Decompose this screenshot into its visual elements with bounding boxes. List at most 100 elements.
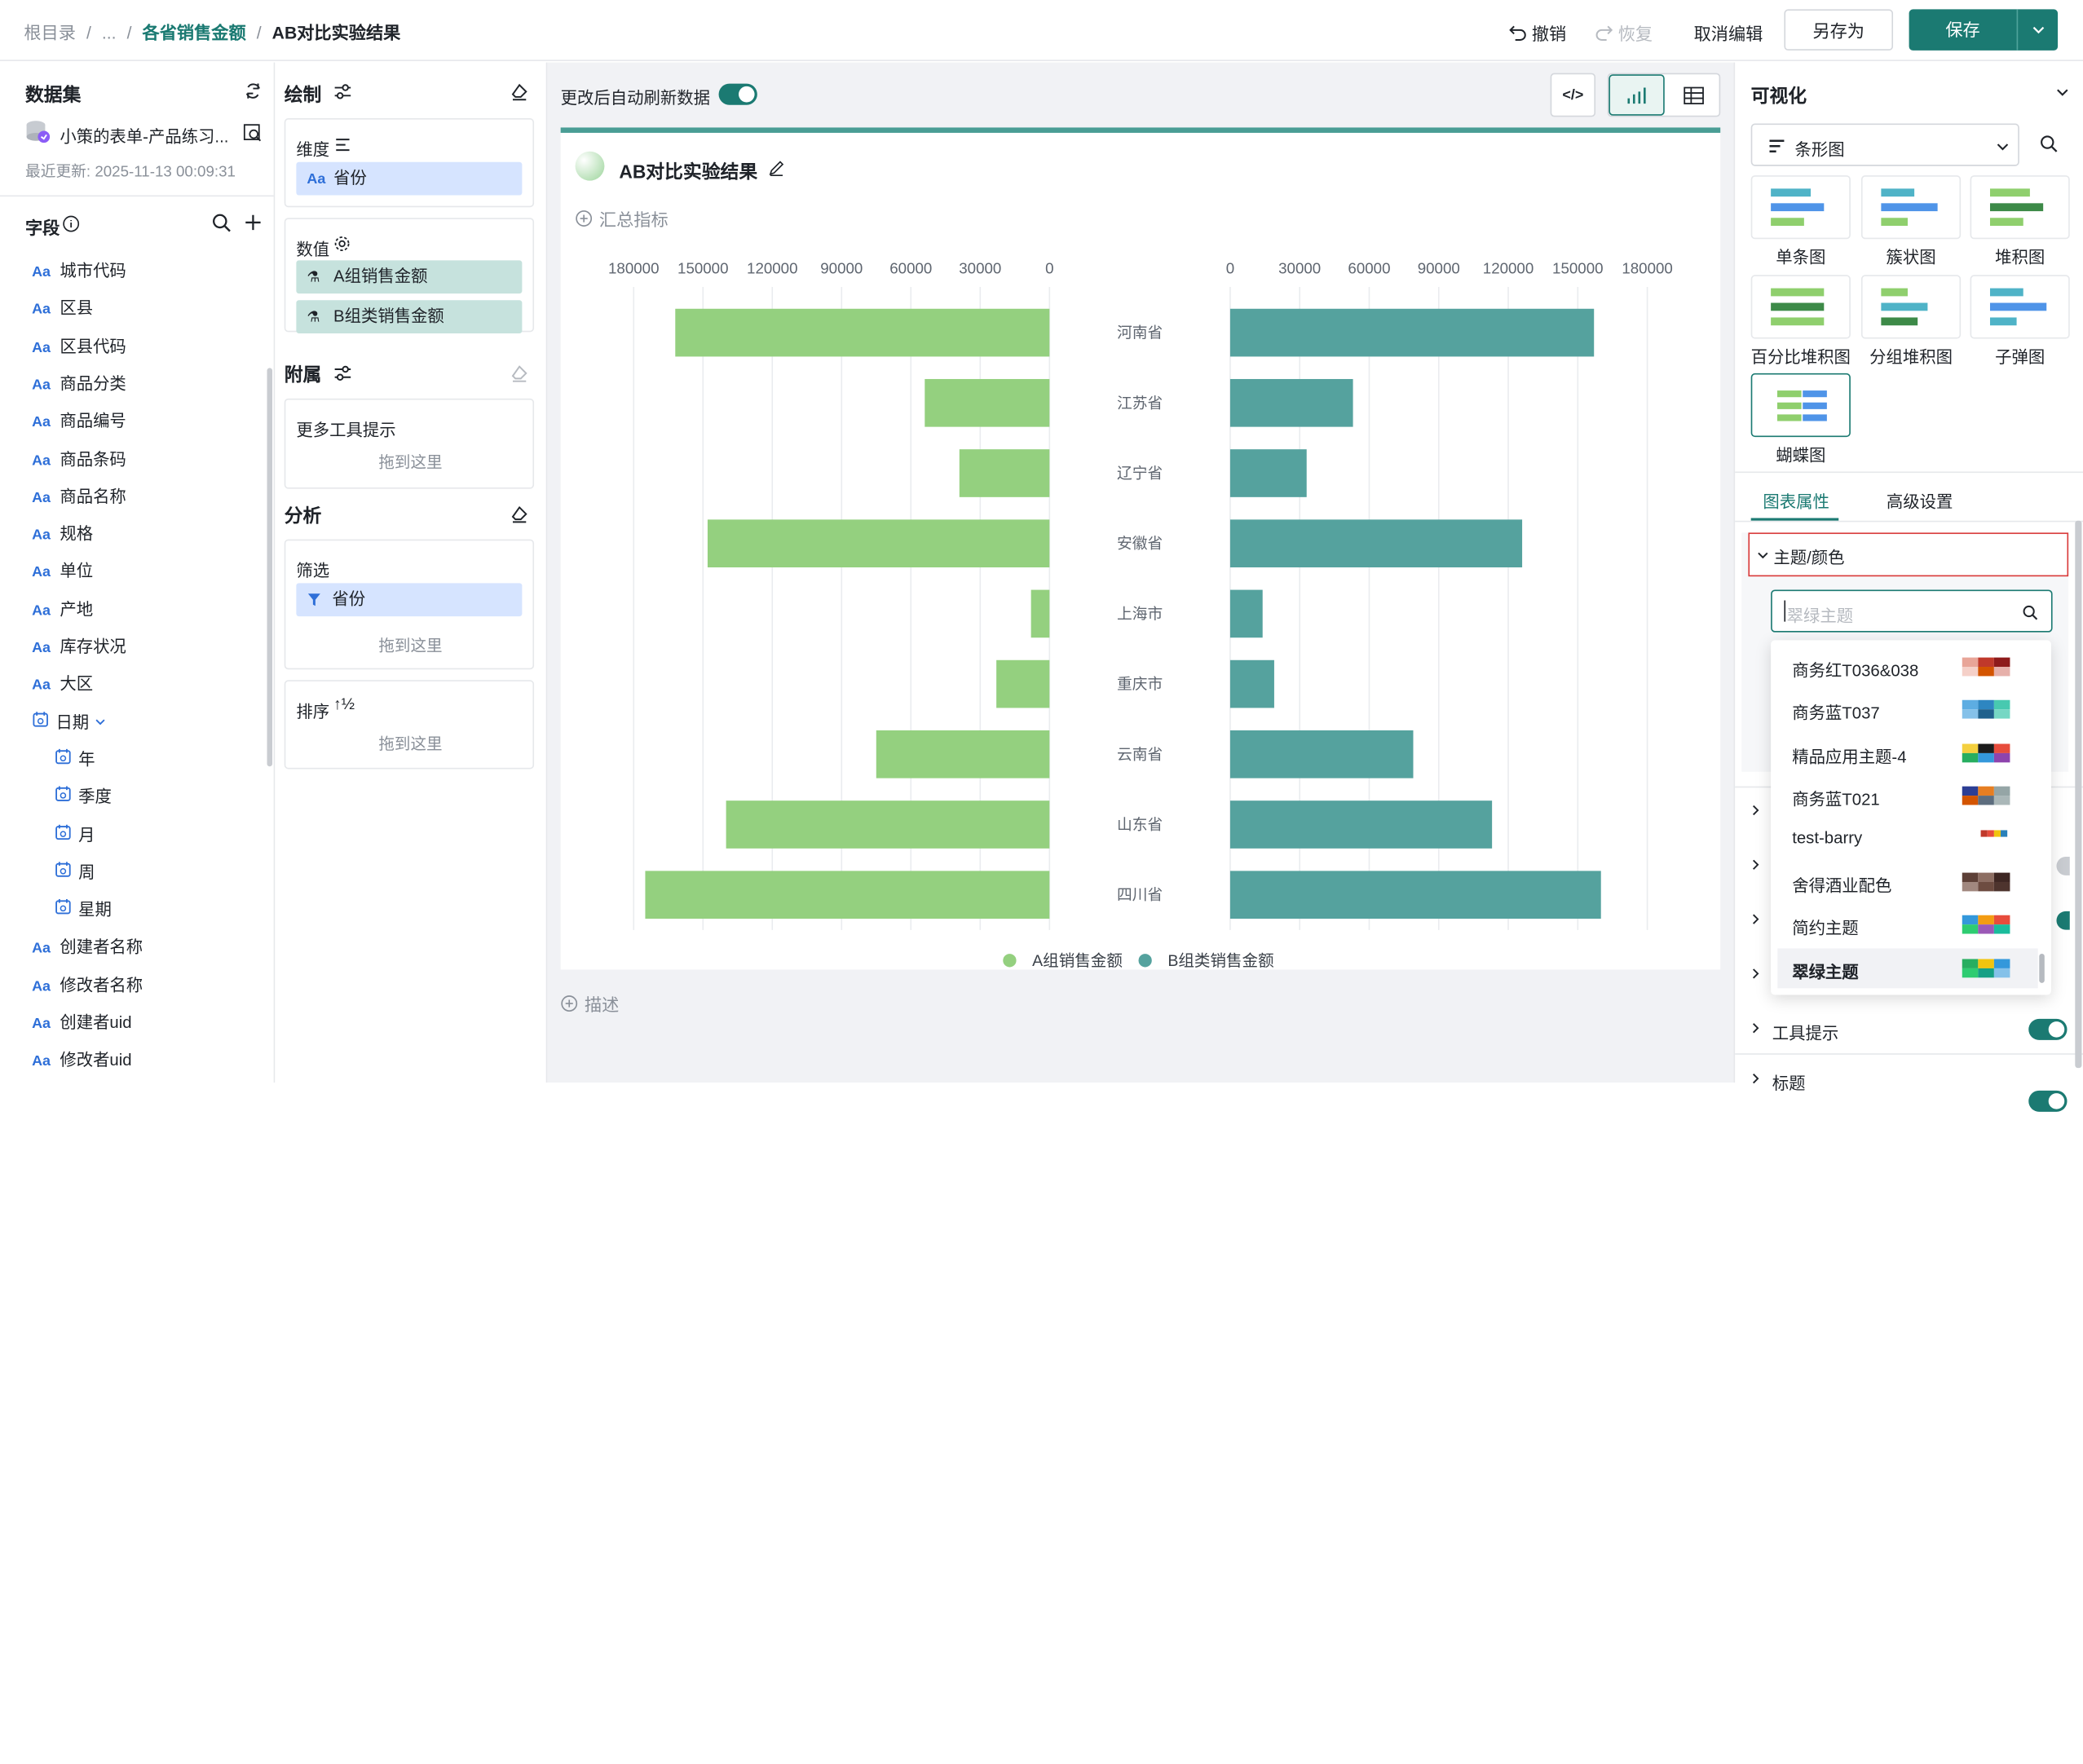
theme-option[interactable]: 简约主题: [1777, 905, 2037, 945]
bar-series-b[interactable]: [1229, 519, 1523, 568]
chart-thumb-3[interactable]: [1970, 175, 2070, 240]
field-item[interactable]: Aa 商品名称: [32, 482, 126, 507]
field-item[interactable]: Aa 规格: [32, 519, 93, 545]
dimension-pill[interactable]: Aa 省份: [296, 161, 523, 196]
bar-series-b[interactable]: [1229, 871, 1601, 919]
date-field-item[interactable]: 周: [55, 858, 95, 883]
legend-label-a[interactable]: A组销售金额: [1032, 952, 1123, 970]
bar-series-a[interactable]: [996, 659, 1050, 708]
theme-option[interactable]: test-barry: [1777, 819, 2037, 859]
field-item[interactable]: Aa 产地: [32, 595, 93, 620]
theme-option[interactable]: 商务蓝T021: [1777, 776, 2037, 816]
measure-pill-a[interactable]: ⚗ A组销售金额: [296, 260, 523, 294]
theme-option[interactable]: 翠绿主题: [1777, 948, 2038, 989]
dimension-well[interactable]: 维度 Aa 省份: [284, 118, 535, 208]
bar-series-b[interactable]: [1229, 659, 1274, 708]
bar-series-b[interactable]: [1229, 308, 1595, 357]
settings-sliders-icon[interactable]: [333, 365, 352, 381]
section-theme-color[interactable]: 主题/颜色: [1748, 532, 2069, 577]
add-description-button[interactable]: 描述: [561, 991, 619, 1017]
table-view-button[interactable]: [1666, 74, 1720, 116]
tooltip-toggle[interactable]: [2028, 1018, 2068, 1040]
save-button[interactable]: 保存: [1945, 20, 1980, 40]
theme-option[interactable]: 商务红T036&038: [1777, 647, 2037, 687]
field-item[interactable]: Aa 商品条码: [32, 444, 126, 470]
chevron-right-icon[interactable]: [1750, 1021, 1762, 1034]
date-field-item[interactable]: 日期: [32, 708, 105, 733]
filter-well[interactable]: 筛选 省份 拖到这里: [284, 539, 535, 670]
date-field-item[interactable]: 年: [55, 745, 95, 770]
chart-view-button[interactable]: [1609, 74, 1665, 116]
title-toggle[interactable]: [2028, 1090, 2068, 1112]
date-field-item[interactable]: 月: [55, 820, 95, 845]
chart-title[interactable]: AB对比实验结果: [619, 161, 758, 183]
toggle-partial[interactable]: [2056, 857, 2070, 875]
field-item[interactable]: Aa 商品分类: [32, 369, 126, 395]
field-item[interactable]: Aa 大区: [32, 670, 93, 695]
refresh-icon[interactable]: [243, 81, 263, 100]
breadcrumb-ellipsis[interactable]: ...: [101, 22, 117, 43]
bar-series-a[interactable]: [925, 378, 1050, 427]
date-field-item[interactable]: 星期: [55, 895, 112, 920]
field-item[interactable]: Aa 修改者uid: [32, 1046, 132, 1071]
summary-metric-button[interactable]: 汇总指标: [576, 206, 669, 232]
date-field-item[interactable]: 季度: [55, 783, 112, 808]
chevron-right-icon[interactable]: [1750, 967, 1762, 980]
field-item[interactable]: Aa 单位: [32, 557, 93, 582]
sort-well[interactable]: 排序 ↑½ 拖到这里: [284, 680, 535, 770]
tab-advanced-settings[interactable]: 高级设置: [1886, 492, 1953, 512]
chart-type-select[interactable]: 条形图: [1750, 123, 2019, 166]
field-item[interactable]: Aa 创建者uid: [32, 1008, 132, 1034]
chart-thumb-7[interactable]: [1750, 373, 1851, 438]
measure-pill-b[interactable]: ⚗ B组类销售金额: [296, 300, 523, 334]
save-dropdown-button[interactable]: [2016, 9, 2059, 51]
cancel-edit-button[interactable]: 取消编辑: [1693, 24, 1763, 44]
tooltip-well[interactable]: 更多工具提示 拖到这里: [284, 398, 535, 489]
chart-thumb-5[interactable]: [1860, 275, 1962, 339]
dataset-name[interactable]: 小策的表单-产品练习...: [60, 127, 229, 147]
chevron-right-icon[interactable]: [1750, 1072, 1762, 1085]
chart-thumb-6[interactable]: [1970, 275, 2070, 339]
bar-series-b[interactable]: [1229, 449, 1307, 497]
field-item[interactable]: Aa 区县代码: [32, 332, 126, 357]
field-item[interactable]: Aa 库存状况: [32, 633, 126, 658]
tab-chart-properties[interactable]: 图表属性: [1763, 492, 1829, 512]
add-field-icon[interactable]: [243, 213, 263, 232]
field-item[interactable]: Aa 区县: [32, 294, 93, 320]
clear-icon[interactable]: [510, 364, 529, 382]
toggle-partial[interactable]: [2056, 911, 2070, 930]
auto-refresh-toggle[interactable]: [718, 83, 757, 105]
code-view-button[interactable]: </>: [1550, 73, 1596, 117]
clear-icon[interactable]: [510, 505, 529, 523]
edit-icon[interactable]: [768, 160, 785, 177]
redo-button[interactable]: 恢复: [1595, 20, 1653, 45]
filter-pill[interactable]: 省份: [296, 583, 523, 617]
breadcrumb-parent[interactable]: 各省销售金额: [142, 22, 246, 43]
dataset-preview-icon[interactable]: [243, 124, 262, 143]
theme-option[interactable]: 商务蓝T037: [1777, 690, 2037, 730]
save-as-button[interactable]: 另存为: [1784, 9, 1894, 51]
panel-scrollbar[interactable]: [2075, 520, 2082, 1069]
field-list-scrollbar[interactable]: [267, 368, 273, 767]
bar-series-a[interactable]: [675, 308, 1050, 357]
theme-search-input[interactable]: 翠绿主题: [1771, 589, 2053, 633]
chevron-down-icon[interactable]: [89, 712, 105, 731]
dropdown-scrollbar[interactable]: [2039, 953, 2045, 983]
collapse-icon[interactable]: [2055, 85, 2070, 99]
chart-thumb-2[interactable]: [1860, 175, 1962, 240]
bar-series-a[interactable]: [1030, 589, 1050, 638]
field-item[interactable]: Aa 创建者名称: [32, 933, 143, 959]
bar-series-a[interactable]: [876, 730, 1050, 778]
clear-icon[interactable]: [510, 82, 529, 101]
field-item[interactable]: Aa 城市代码: [32, 256, 126, 281]
search-icon[interactable]: [211, 213, 231, 232]
legend-label-b[interactable]: B组类销售金额: [1167, 952, 1273, 970]
search-icon[interactable]: [2039, 135, 2058, 153]
bar-series-b[interactable]: [1229, 800, 1493, 849]
undo-button[interactable]: 撤销: [1509, 20, 1566, 45]
field-item[interactable]: Aa 修改者名称: [32, 971, 143, 996]
settings-sliders-icon[interactable]: [333, 84, 352, 100]
section-title-label[interactable]: 标题: [1772, 1074, 1806, 1094]
field-item[interactable]: Aa 商品编号: [32, 407, 126, 432]
section-tooltip-label[interactable]: 工具提示: [1772, 1024, 1839, 1043]
